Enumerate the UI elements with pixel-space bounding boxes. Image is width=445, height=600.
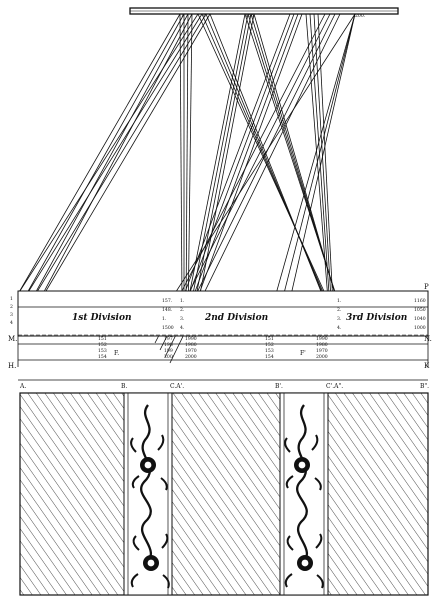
left-index-1: 1 bbox=[10, 296, 13, 302]
label-m: M. bbox=[8, 335, 17, 343]
lower-second-left-2: 198 bbox=[164, 342, 173, 348]
cord-line bbox=[185, 13, 189, 317]
ruler-label-b-double-prime: B". bbox=[420, 383, 429, 390]
cord-line bbox=[179, 13, 183, 301]
cord-line bbox=[154, 13, 326, 344]
cord-line bbox=[279, 13, 356, 310]
cord-line bbox=[253, 13, 345, 326]
cord-line bbox=[193, 13, 255, 326]
lower-second-left-4: 200 bbox=[164, 354, 173, 360]
second-number-4: 4. bbox=[180, 325, 185, 331]
ruler-label-c-prime: C'.A". bbox=[326, 383, 343, 390]
ruler-label-b: B. bbox=[121, 383, 127, 390]
label-k: K bbox=[424, 362, 430, 370]
lower-second-right-4: 2000 bbox=[185, 354, 197, 360]
label-n: N. bbox=[424, 335, 432, 343]
cord-line bbox=[201, 13, 331, 309]
second-number-1: 1. bbox=[180, 298, 185, 304]
cord-line bbox=[21, 13, 185, 303]
cord-line bbox=[187, 13, 246, 302]
left-index-3: 3 bbox=[10, 312, 13, 318]
lower-third-2: 152 bbox=[265, 342, 274, 348]
cord-line bbox=[29, 13, 193, 319]
lower-third-right-2: 1980 bbox=[316, 342, 328, 348]
lower-second-right-3: 1970 bbox=[185, 348, 197, 354]
harness-cords bbox=[17, 13, 356, 364]
third-number-2: 2. bbox=[337, 307, 342, 313]
first-number-2: 148. bbox=[162, 307, 173, 313]
cord-line bbox=[313, 13, 333, 317]
ruler-label-c: C.A'. bbox=[170, 383, 184, 390]
third-division-label: 3rd Division bbox=[346, 313, 407, 323]
right-number-1: 1160 bbox=[414, 298, 426, 304]
cord-line bbox=[25, 13, 207, 311]
lower-third-4: 154 bbox=[265, 354, 274, 360]
cord-line bbox=[21, 13, 203, 303]
lower-third-right-3: 1970 bbox=[316, 348, 328, 354]
lower-first-1: 151 bbox=[98, 336, 107, 342]
lower-second-right-2: 1980 bbox=[185, 342, 197, 348]
cord-line bbox=[181, 13, 291, 301]
third-number-4: 4. bbox=[337, 325, 342, 331]
second-division-label: 2nd Division bbox=[204, 313, 268, 323]
point-f-prime-label: F' bbox=[300, 350, 306, 357]
lower-third-right-1: 1990 bbox=[316, 336, 328, 342]
lower-second-left-1: 197 bbox=[164, 336, 173, 342]
right-number-4: 1000 bbox=[414, 325, 426, 331]
lower-first-2: 152 bbox=[98, 342, 107, 348]
cord-line bbox=[17, 13, 181, 295]
cord-line bbox=[25, 13, 189, 311]
cord-line bbox=[273, 13, 356, 302]
first-division-label: 1st Division bbox=[72, 313, 132, 323]
lower-second-left-3: 199 bbox=[164, 348, 173, 354]
cord-line bbox=[317, 13, 335, 325]
lower-second-right-1: 1990 bbox=[185, 336, 197, 342]
first-number-1: 157. bbox=[162, 298, 173, 304]
left-index-4: 4 bbox=[10, 320, 13, 326]
comber-board-bar bbox=[129, 7, 399, 15]
right-number-2: 1050 bbox=[414, 307, 426, 313]
second-number-3: 3. bbox=[180, 316, 185, 322]
first-number-3: 1. bbox=[162, 316, 167, 322]
cord-line bbox=[17, 13, 199, 295]
second-number-2: 2. bbox=[180, 307, 185, 313]
left-ornament-column bbox=[130, 404, 170, 589]
right-number-3: 1040 bbox=[414, 316, 426, 322]
division-band bbox=[17, 290, 429, 367]
third-number-3: 3. bbox=[337, 316, 342, 322]
lower-third-3: 153 bbox=[265, 348, 274, 354]
ruler-label-b-prime: B'. bbox=[275, 383, 283, 390]
right-ornament-column bbox=[284, 404, 324, 589]
lower-third-1: 151 bbox=[265, 336, 274, 342]
cord-line bbox=[209, 13, 335, 325]
label-h: H. bbox=[8, 362, 16, 370]
cord-line bbox=[305, 13, 329, 301]
cord-line bbox=[29, 13, 211, 319]
cord-line bbox=[169, 13, 356, 302]
point-f-label: F. bbox=[114, 350, 119, 357]
cord-line bbox=[309, 13, 331, 309]
first-number-4: 1500 bbox=[162, 325, 174, 331]
fabric-pattern bbox=[19, 392, 429, 596]
cord-line bbox=[183, 13, 295, 309]
bar-label-4: 200. bbox=[355, 13, 366, 19]
cord-line bbox=[185, 13, 299, 317]
cord-line bbox=[285, 13, 356, 318]
cord-line bbox=[189, 13, 249, 310]
left-index-2: 2 bbox=[10, 304, 13, 310]
lower-first-3: 153 bbox=[98, 348, 107, 354]
label-p: P bbox=[424, 283, 429, 291]
lower-third-right-4: 2000 bbox=[316, 354, 328, 360]
third-number-1: 1. bbox=[337, 298, 342, 304]
lower-first-4: 154 bbox=[98, 354, 107, 360]
ruler-label-a: A. bbox=[19, 383, 26, 390]
